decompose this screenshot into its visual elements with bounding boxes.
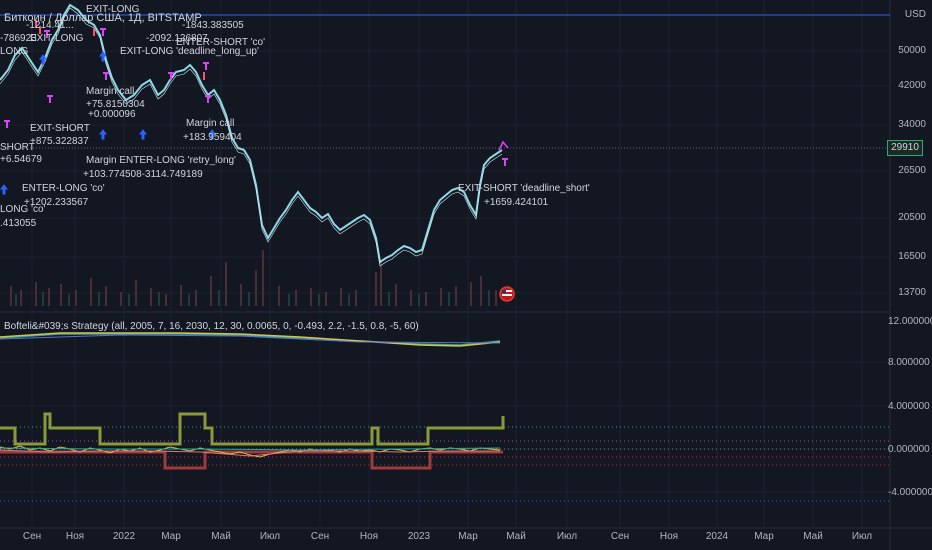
trade-label: -1843.383505 <box>182 20 244 31</box>
indicator-tick: 8.000000 <box>888 357 930 368</box>
time-tick: 2022 <box>112 531 136 542</box>
trade-label: ENTER-SHORT 'co' <box>176 37 266 48</box>
time-tick: Июл <box>259 531 281 542</box>
indicator-tick: 4.000000 <box>888 401 930 412</box>
trade-label: +75.8150304 <box>86 99 145 110</box>
price-tick: 50000 <box>898 45 926 56</box>
time-tick: 2024 <box>705 531 729 542</box>
indicator-title[interactable]: Bofteli&#039;s Strategy (all, 2005, 7, 1… <box>4 321 419 332</box>
oscillator-line <box>0 445 501 458</box>
trade-label: EXIT-LONG <box>30 33 84 44</box>
indicator-tick: 0.000000 <box>888 444 930 455</box>
price-tick: 20500 <box>898 212 926 223</box>
trade-label: Margin call <box>186 118 235 129</box>
trade-label: +1659.424101 <box>484 197 549 208</box>
long-entry-markers <box>0 51 216 195</box>
trade-label: EXIT-SHORT <box>30 123 90 134</box>
time-tick: Сен <box>610 531 630 542</box>
trade-label: SHORT <box>0 142 35 153</box>
trade-label: EXIT-LONG 'deadline_long_up' <box>120 46 259 57</box>
time-tick: 2023 <box>407 531 431 542</box>
trade-label: ENTER-LONG 'co' <box>22 183 105 194</box>
trade-label: +1202.233567 <box>24 197 89 208</box>
time-tick: Сен <box>22 531 42 542</box>
time-tick: Мар <box>754 531 774 542</box>
exit-markers <box>4 28 508 166</box>
indicator-tick: -4.000000 <box>888 487 932 498</box>
time-tick: Сен <box>310 531 330 542</box>
trade-label: +6.54679 <box>0 154 42 165</box>
trade-label: LONG 'co' <box>0 204 46 215</box>
volume-bars <box>10 250 497 306</box>
time-tick: Ноя <box>659 531 679 542</box>
trade-label: -1214.41... <box>26 20 74 31</box>
trade-label: .413055 <box>0 218 37 229</box>
price-tick: 42000 <box>898 80 926 91</box>
indicator-tick: 12.000000 <box>888 316 932 327</box>
time-tick: Июл <box>556 531 578 542</box>
time-tick: Май <box>803 531 823 542</box>
trade-label: Margin call <box>86 86 135 97</box>
price-series <box>0 3 503 264</box>
trade-label: Margin ENTER-LONG 'retry_long' <box>86 155 236 166</box>
currency-label[interactable]: USD <box>904 9 926 20</box>
time-tick: Май <box>211 531 231 542</box>
ma-green-line <box>0 333 501 346</box>
time-tick: Май <box>506 531 526 542</box>
last-price-badge: 29910 <box>887 140 923 156</box>
time-tick: Ноя <box>65 531 85 542</box>
trade-label: -2092.126807 <box>146 33 208 44</box>
price-tick: 26500 <box>898 165 926 176</box>
trade-label: +875.322837 <box>30 136 89 147</box>
trade-label: LONG <box>0 46 29 57</box>
price-tick: 16500 <box>898 251 926 262</box>
trade-label: -786923 <box>0 33 37 44</box>
position-upper-plot <box>0 412 505 446</box>
trade-label: EXIT-SHORT 'deadline_short' <box>458 183 590 194</box>
us-flag-icon <box>499 286 515 302</box>
trade-label: +103.774508-3114.749189 <box>83 169 203 180</box>
symbol-title[interactable]: Биткоин / Доллар США, 1Д, BITSTAMP <box>4 12 202 24</box>
time-tick: Мар <box>161 531 181 542</box>
trade-label: +0.000096 <box>88 109 136 120</box>
time-tick: Июл <box>851 531 873 542</box>
trade-label: EXIT-LONG <box>86 4 140 15</box>
time-tick: Мар <box>458 531 478 542</box>
price-tick: 13700 <box>898 287 926 298</box>
time-tick: Ноя <box>359 531 379 542</box>
trade-label: +183.959404 <box>183 132 242 143</box>
price-tick: 34000 <box>898 119 926 130</box>
ma-yellow-line <box>0 332 501 347</box>
